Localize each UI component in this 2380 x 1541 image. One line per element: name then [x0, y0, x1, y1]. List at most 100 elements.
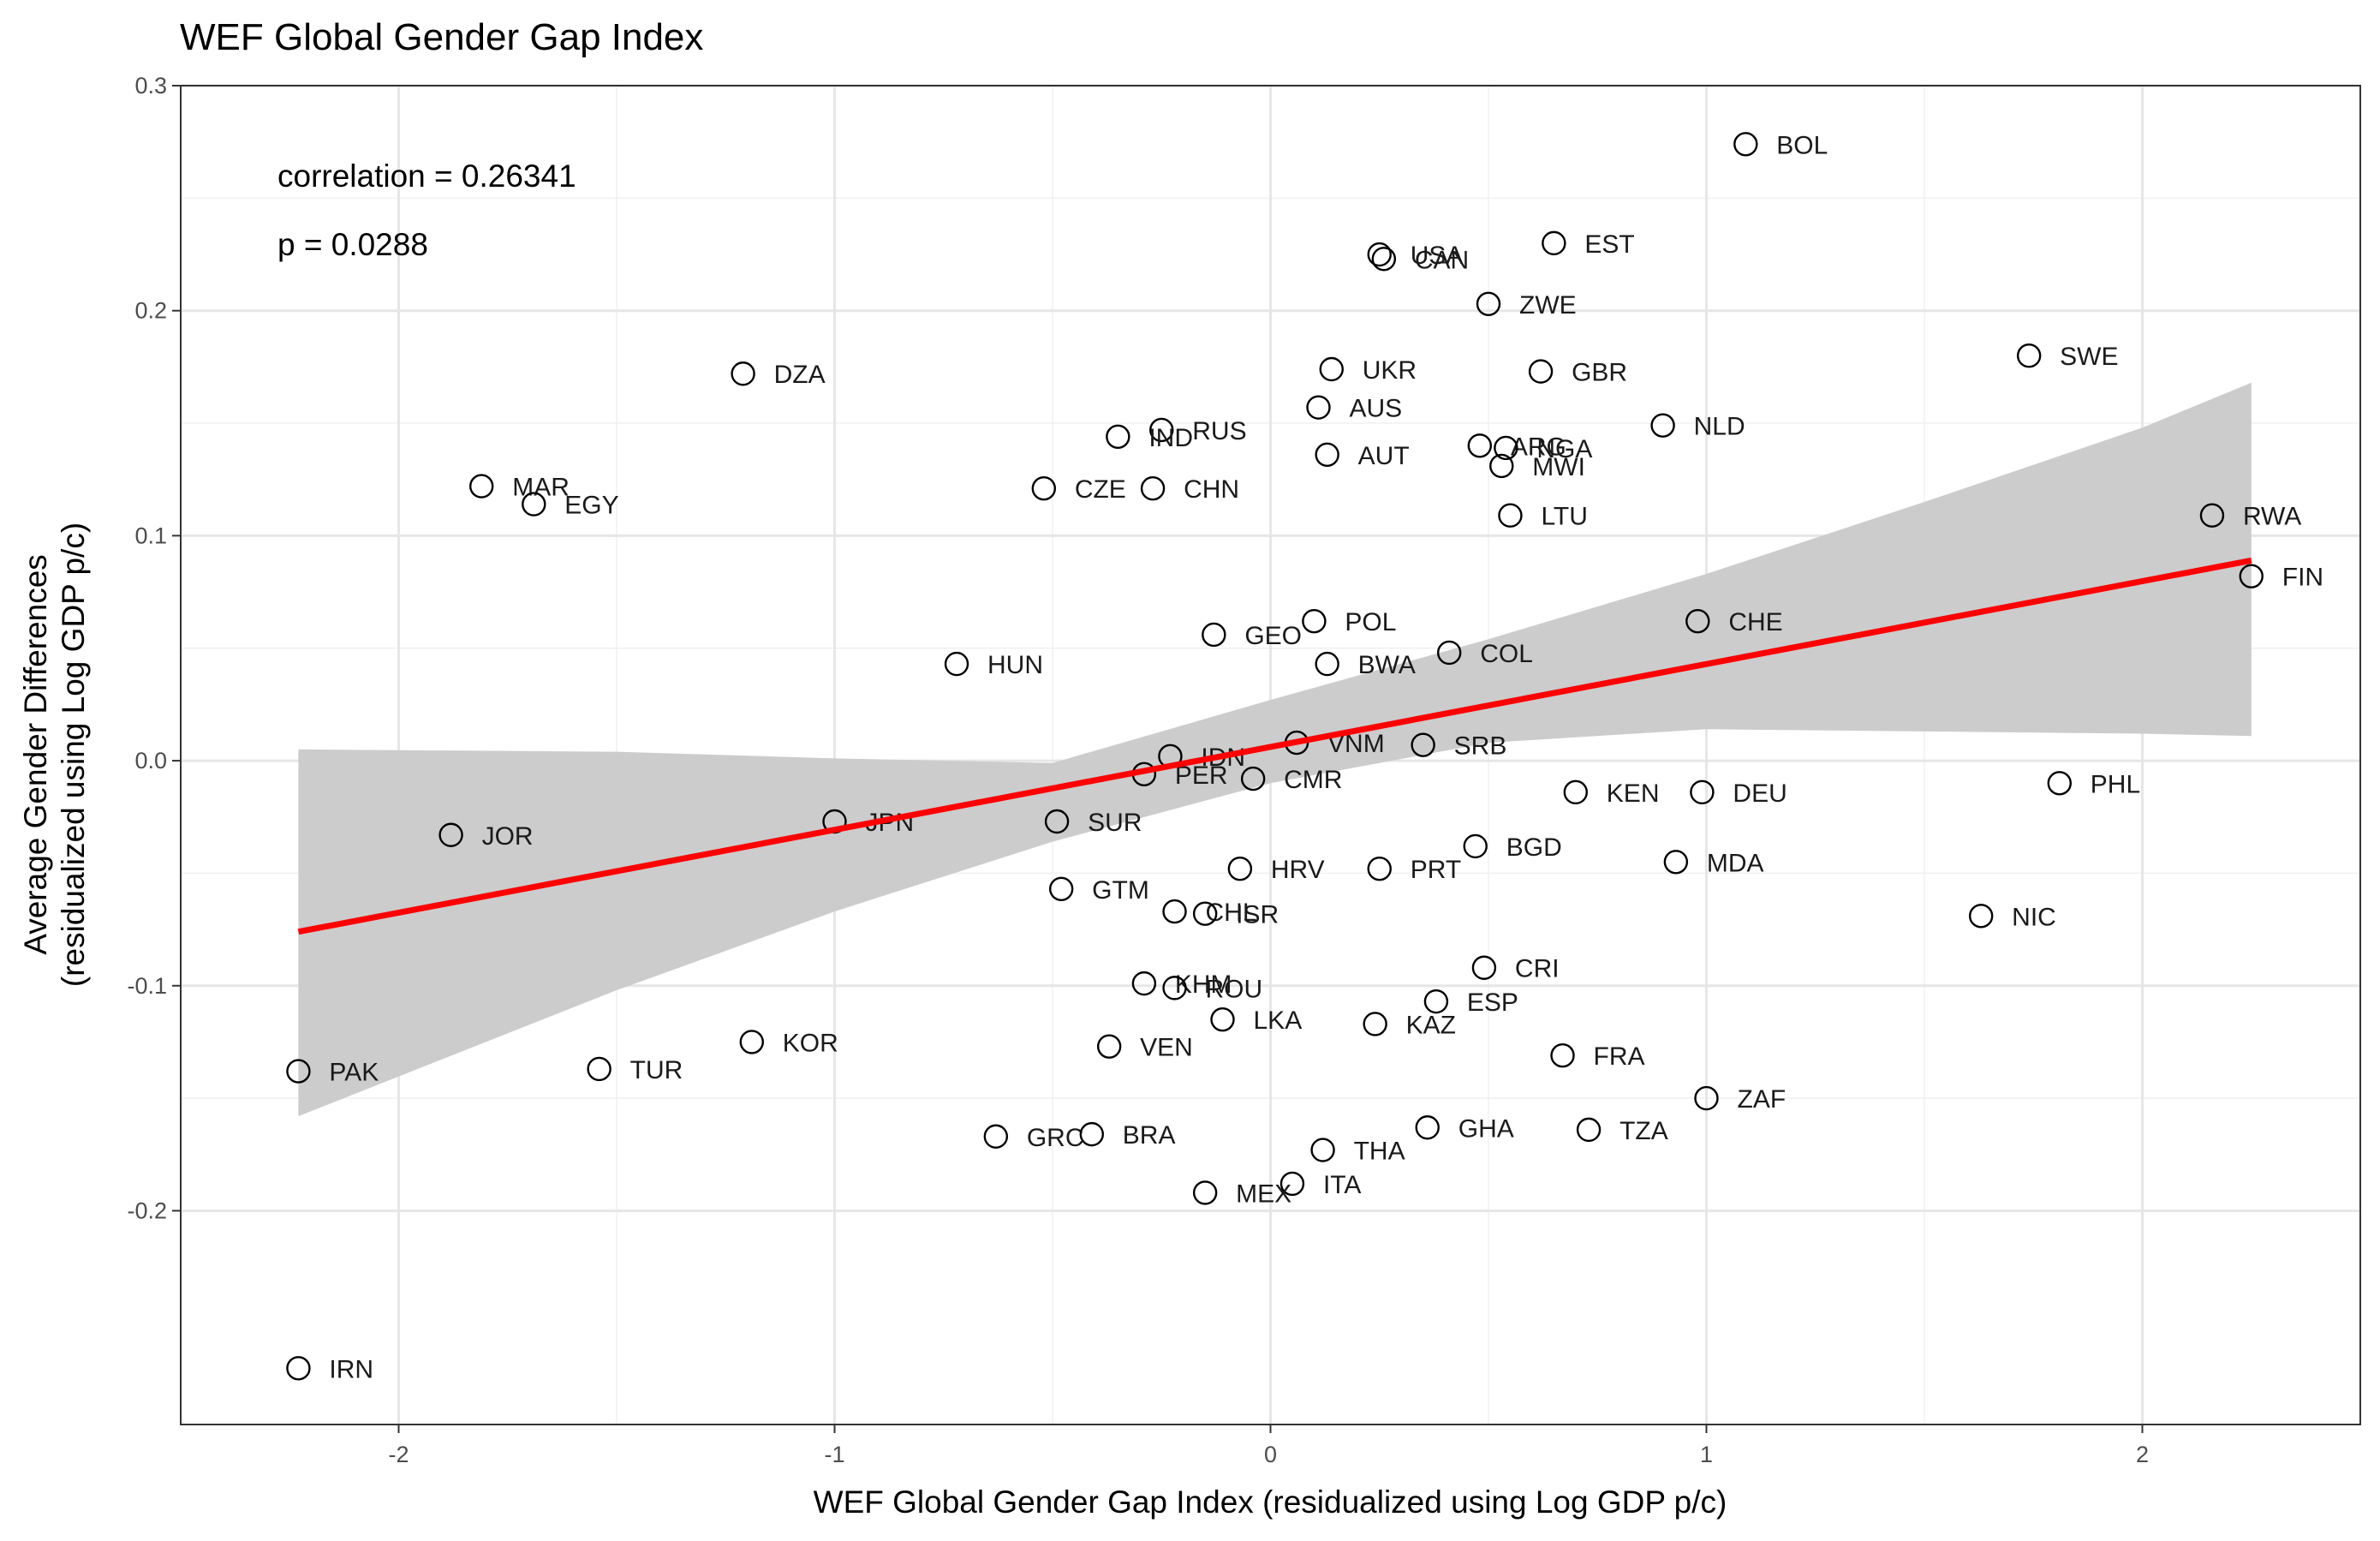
point-label: LTU	[1541, 503, 1587, 531]
data-point: USA	[1367, 242, 1464, 270]
point-label: AUS	[1349, 395, 1402, 423]
point-marker	[587, 1056, 611, 1082]
point-label: BOL	[1776, 131, 1828, 159]
y-tick-label: -0.2	[127, 1198, 167, 1223]
point-marker	[1694, 1085, 1719, 1111]
point-label: LKA	[1254, 1006, 1303, 1035]
point-label: EST	[1584, 230, 1634, 259]
data-point: ISR	[1192, 901, 1279, 929]
point-label: ARG	[1511, 433, 1566, 461]
point-label: PHL	[2091, 770, 2140, 798]
data-point: NLD	[1650, 413, 1745, 441]
point-label: RWA	[2243, 503, 2301, 531]
point-label: CHN	[1184, 475, 1239, 504]
point-marker	[1367, 242, 1392, 267]
point-marker	[1476, 291, 1501, 317]
data-point: THA	[1310, 1138, 1405, 1166]
point-label: PRT	[1411, 856, 1461, 884]
point-marker	[1690, 779, 1715, 805]
data-point: PRT	[1367, 856, 1461, 884]
point-marker	[1302, 609, 1327, 634]
data-point: CHL	[1162, 899, 1257, 927]
data-point: AUT	[1315, 442, 1410, 470]
y-tick-label: 0.3	[134, 73, 167, 99]
point-marker	[522, 492, 546, 517]
data-point: GHA	[1415, 1114, 1514, 1143]
data-point: IRN	[286, 1355, 373, 1383]
data-point: LKA	[1210, 1006, 1303, 1035]
data-point: CRI	[1471, 955, 1560, 983]
point-label: COL	[1480, 640, 1533, 668]
x-tick-label: -1	[824, 1442, 844, 1467]
point-label: NLD	[1694, 413, 1745, 441]
point-label: MDA	[1707, 849, 1764, 877]
x-axis-title: WEF Global Gender Gap Index (residualize…	[814, 1484, 1727, 1520]
point-label: RUS	[1192, 417, 1246, 445]
data-point: ESP	[1423, 989, 1518, 1017]
point-marker	[1968, 904, 1994, 929]
data-point: SWE	[2016, 343, 2119, 371]
data-point: FRA	[1550, 1042, 1645, 1071]
point-label: UKR	[1363, 356, 1417, 385]
point-marker	[2199, 503, 2225, 528]
data-point: TUR	[587, 1056, 683, 1084]
point-label: DZA	[774, 361, 826, 389]
y-tick-label: 0.1	[134, 523, 167, 548]
point-marker	[1494, 435, 1518, 461]
point-marker	[286, 1059, 311, 1084]
point-label: ISR	[1236, 901, 1279, 929]
data-point: FIN	[2239, 564, 2323, 592]
data-point: NIC	[1968, 903, 2056, 931]
data-point: GRC	[983, 1124, 1084, 1152]
point-label: CMR	[1284, 766, 1342, 794]
point-label: THA	[1354, 1138, 1405, 1166]
data-point: JOR	[438, 822, 534, 851]
point-marker	[983, 1124, 1009, 1149]
point-marker	[731, 361, 755, 386]
data-point: KOR	[739, 1029, 838, 1057]
point-marker	[1467, 433, 1493, 458]
data-point: EST	[1542, 230, 1635, 259]
data-point: MWI	[1489, 453, 1585, 481]
data-point: RWA	[2199, 503, 2301, 531]
point-marker	[469, 474, 494, 499]
y-axis-title: Average Gender Differences (residualized…	[18, 523, 91, 987]
point-label: GRC	[1027, 1124, 1084, 1152]
data-point: TZA	[1576, 1117, 1668, 1145]
y-tick-label: 0.2	[134, 298, 167, 324]
point-marker	[1162, 976, 1187, 1000]
data-point: PAK	[286, 1059, 379, 1087]
point-marker	[1528, 359, 1554, 384]
point-label: GHA	[1458, 1114, 1514, 1143]
point-label: EGY	[564, 492, 618, 520]
point-marker	[2016, 343, 2042, 368]
point-label: GEO	[1244, 622, 1302, 650]
data-point: ROU	[1162, 975, 1262, 1003]
point-marker	[1423, 989, 1449, 1014]
point-label: MAR	[512, 474, 570, 502]
x-tick-label: 2	[2136, 1442, 2149, 1467]
point-label: TZA	[1619, 1117, 1668, 1145]
data-point: CMR	[1240, 766, 1342, 794]
point-label: POL	[1345, 608, 1396, 636]
y-tick-label: -0.1	[127, 973, 167, 999]
y-axis-title-line-2: (residualized using Log GDP p/c)	[56, 523, 91, 987]
point-label: USA	[1411, 242, 1464, 270]
point-marker	[1044, 809, 1070, 834]
data-point: ZWE	[1476, 291, 1577, 320]
point-marker	[1367, 856, 1392, 881]
point-marker	[1192, 901, 1218, 926]
data-point: PHL	[2047, 770, 2140, 798]
point-marker	[1106, 424, 1130, 449]
point-marker	[1650, 413, 1675, 438]
data-point: NGA	[1494, 435, 1592, 463]
x-tick-label: 0	[1264, 1442, 1277, 1467]
point-label: KOR	[783, 1029, 838, 1057]
point-label: HUN	[987, 651, 1043, 679]
data-point: MDA	[1663, 849, 1764, 877]
point-label: BRA	[1123, 1121, 1176, 1150]
point-label: ITA	[1323, 1171, 1361, 1199]
data-point: EGY	[522, 492, 619, 520]
data-point: CAN	[1371, 246, 1469, 274]
data-point: VEN	[1096, 1034, 1193, 1062]
